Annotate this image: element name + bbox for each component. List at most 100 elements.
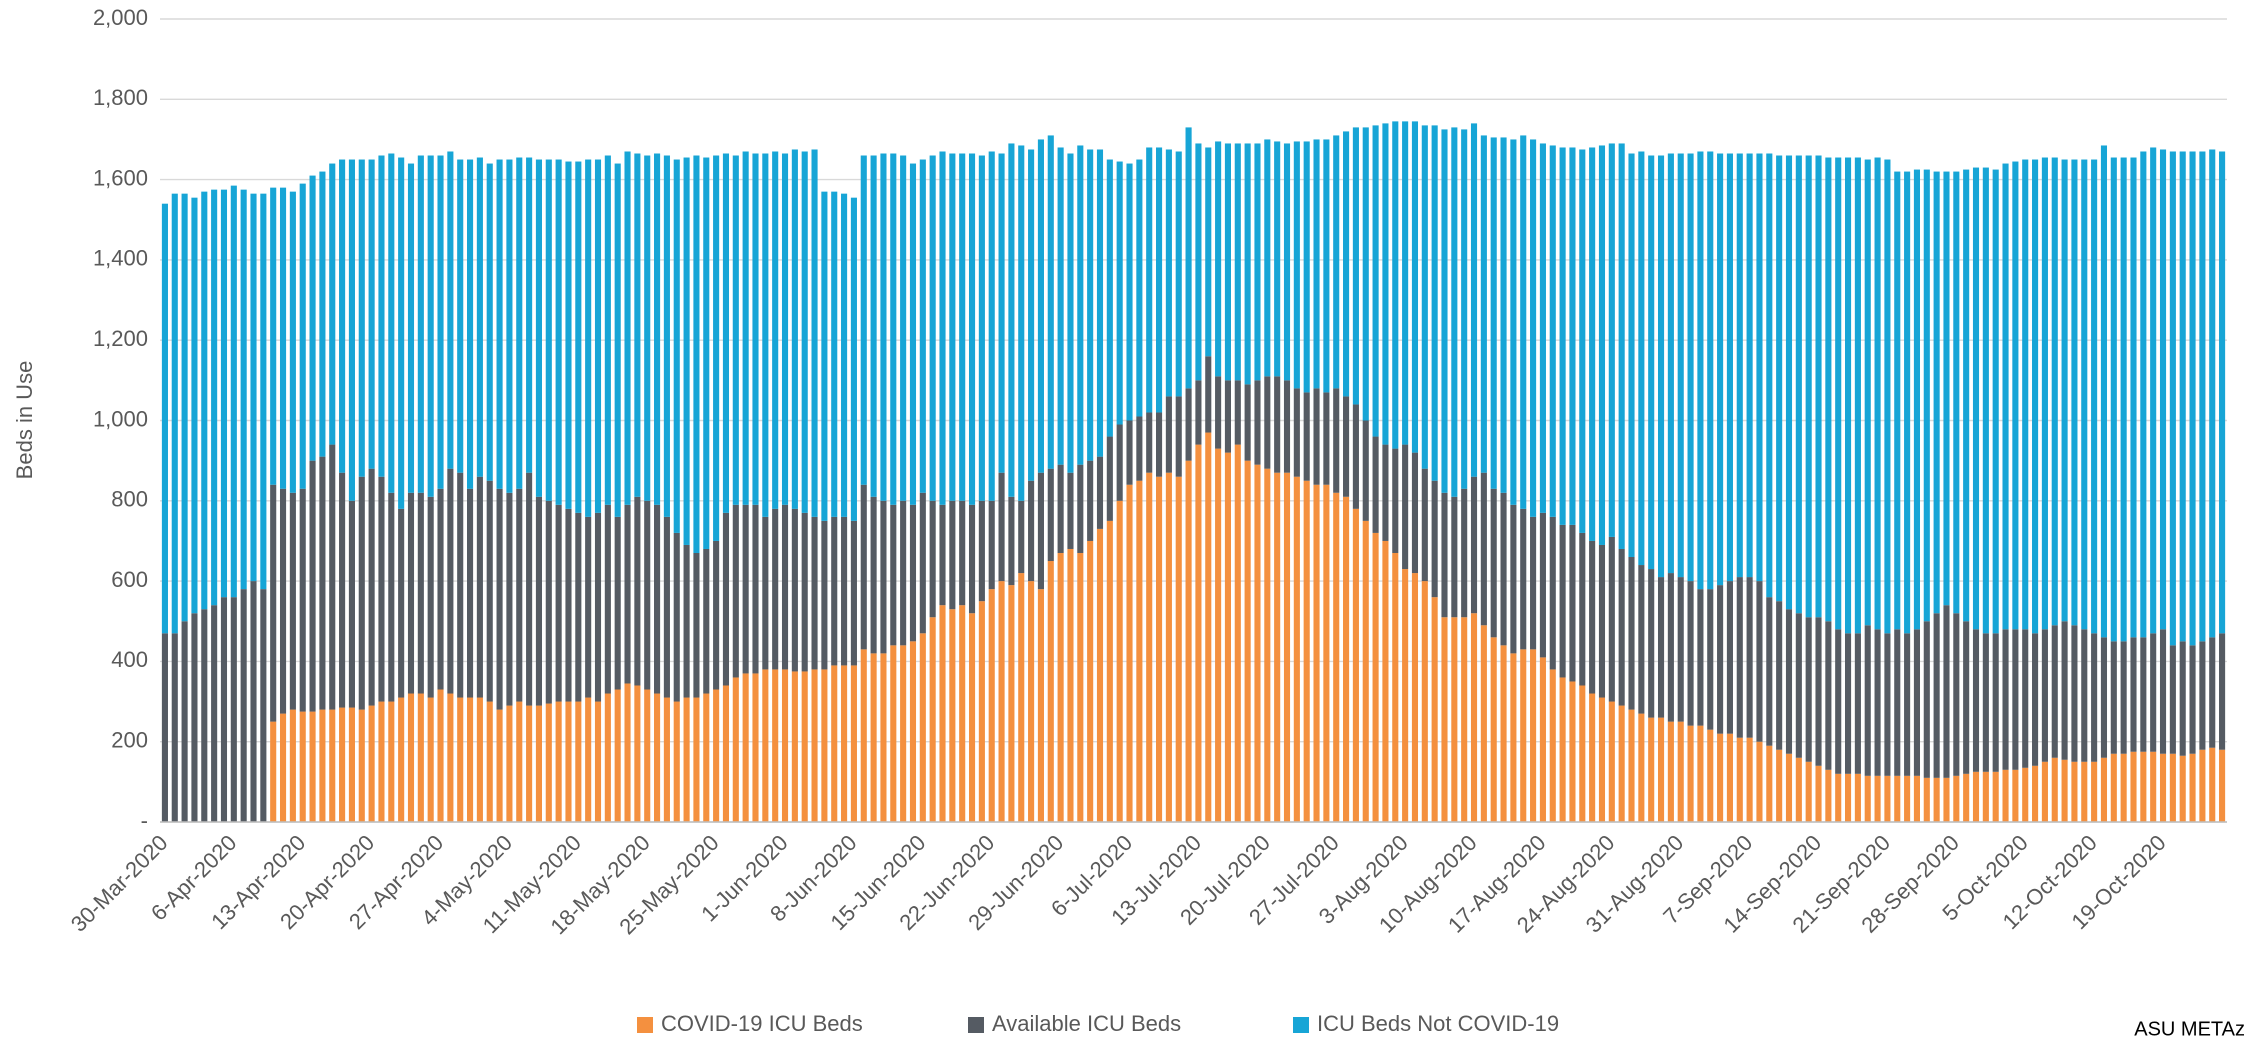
bar-segment <box>565 701 572 822</box>
bar-segment <box>929 155 936 501</box>
bar-segment <box>1333 388 1340 493</box>
bar-segment <box>663 516 670 698</box>
bar-segment <box>1008 585 1015 822</box>
bar-segment <box>1274 472 1281 822</box>
bar-segment <box>1185 388 1192 461</box>
bar-segment <box>2130 157 2137 638</box>
bar-segment <box>1274 376 1281 473</box>
bar-segment <box>1126 420 1133 485</box>
bar-segment <box>1343 131 1350 397</box>
bar-segment <box>1352 508 1359 822</box>
bar-segment <box>1293 388 1300 477</box>
bar-segment <box>260 589 267 822</box>
bar-segment <box>978 155 985 501</box>
bar-segment <box>2032 159 2039 634</box>
bar-segment <box>594 701 602 822</box>
bar-segment <box>1323 392 1330 485</box>
bar-segment <box>841 516 848 666</box>
bar-segment <box>1667 153 1674 574</box>
bar-segment <box>506 159 513 493</box>
bar-segment <box>821 191 828 521</box>
bar-segment <box>1274 141 1281 377</box>
bar-segment <box>535 705 543 822</box>
bar-segment <box>752 673 759 822</box>
bar-segment <box>2179 151 2186 642</box>
bar-segment <box>368 705 375 822</box>
bar-segment <box>1854 633 1861 774</box>
bar-segment <box>742 504 749 674</box>
bar-segment <box>279 713 287 822</box>
bar-segment <box>407 693 415 822</box>
bar-segment <box>821 520 828 670</box>
bar-segment <box>585 697 592 822</box>
bar-segment <box>1520 649 1527 822</box>
bar-segment <box>1844 773 1852 822</box>
bar-segment <box>1913 775 1921 822</box>
bar-segment <box>1874 157 1881 630</box>
bar-segment <box>1589 540 1596 694</box>
bar-segment <box>1884 775 1891 822</box>
bar-segment <box>1569 681 1576 822</box>
bar-segment <box>161 203 168 634</box>
bar-segment <box>565 508 572 702</box>
bar-segment <box>703 157 710 549</box>
bar-segment <box>909 163 917 505</box>
bar-segment <box>1776 601 1783 750</box>
bar-segment <box>1726 581 1733 734</box>
bar-segment <box>1953 613 1960 776</box>
bar-segment <box>1825 769 1832 822</box>
bar-segment <box>555 701 562 822</box>
bar-segment <box>988 500 995 590</box>
bar-segment <box>348 159 355 501</box>
bar-segment <box>742 151 749 505</box>
bar-segment <box>1047 468 1054 562</box>
bar-segment <box>348 500 355 708</box>
bar-segment <box>378 476 385 702</box>
bar-segment <box>663 697 670 822</box>
bar-segment <box>1293 476 1300 822</box>
bar-segment <box>191 613 198 822</box>
bar-segment <box>1067 548 1074 822</box>
bar-segment <box>1726 153 1733 582</box>
bar-segment <box>1854 773 1861 822</box>
bar-segment <box>939 151 946 505</box>
bar-segment <box>2071 625 2078 762</box>
bar-segment <box>890 153 897 505</box>
bar-segment <box>811 669 818 822</box>
bar-segment <box>1402 121 1409 445</box>
bar-segment <box>476 476 483 698</box>
bar-segment <box>1795 155 1802 614</box>
bar-segment <box>1205 356 1212 433</box>
bar-segment <box>2209 747 2216 822</box>
bar-segment <box>1402 444 1409 570</box>
bar-segment <box>1490 637 1497 822</box>
bar-segment <box>1697 589 1704 726</box>
bar-segment <box>407 163 415 493</box>
bar-segment <box>181 193 188 622</box>
bar-segment <box>801 671 808 822</box>
bar-segment <box>181 621 188 822</box>
bar-segment <box>1500 137 1507 493</box>
bar-segment <box>772 508 779 670</box>
bar-segment <box>2130 637 2137 752</box>
bar-segment <box>2219 633 2226 750</box>
bar-segment <box>457 472 464 698</box>
bar-segment <box>1264 468 1271 822</box>
bar-segment <box>1215 376 1222 449</box>
bar-segment <box>2012 629 2019 770</box>
bar-segment <box>2032 765 2039 822</box>
bar-segment <box>772 669 779 822</box>
bar-segment <box>1126 163 1133 421</box>
bar-segment <box>1028 581 1035 822</box>
bar-segment <box>211 605 218 822</box>
bar-segment <box>447 151 454 469</box>
bar-segment <box>988 589 995 822</box>
bar-segment <box>1657 155 1665 578</box>
bar-segment <box>850 197 857 521</box>
bar-segment <box>1520 135 1527 509</box>
bar-segment <box>1224 452 1232 822</box>
bar-segment <box>506 492 513 706</box>
bar-segment <box>2051 757 2058 822</box>
bar-segment <box>191 197 198 614</box>
